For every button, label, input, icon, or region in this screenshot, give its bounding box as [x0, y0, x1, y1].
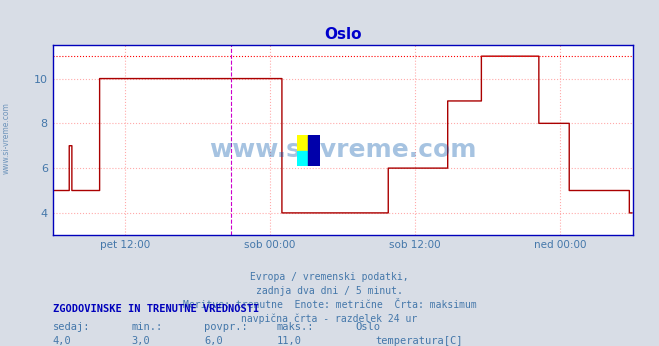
Text: www.si-vreme.com: www.si-vreme.com	[209, 138, 476, 162]
Polygon shape	[308, 135, 320, 166]
Text: 4,0: 4,0	[53, 336, 71, 346]
Text: maks.:: maks.:	[277, 322, 314, 332]
Text: povpr.:: povpr.:	[204, 322, 248, 332]
Text: temperatura[C]: temperatura[C]	[376, 336, 463, 346]
Bar	[297, 151, 308, 166]
Text: min.:: min.:	[132, 322, 163, 332]
Text: 3,0: 3,0	[132, 336, 150, 346]
Text: Evropa / vremenski podatki,
zadnja dva dni / 5 minut.
Meritve: trenutne  Enote: : Evropa / vremenski podatki, zadnja dva d…	[183, 272, 476, 324]
Text: Oslo: Oslo	[356, 322, 381, 332]
Title: Oslo: Oslo	[324, 27, 361, 43]
Text: ZGODOVINSKE IN TRENUTNE VREDNOSTI: ZGODOVINSKE IN TRENUTNE VREDNOSTI	[53, 304, 259, 315]
Text: www.si-vreme.com: www.si-vreme.com	[2, 102, 11, 174]
Text: 6,0: 6,0	[204, 336, 223, 346]
Bar	[297, 135, 308, 151]
Text: sedaj:: sedaj:	[53, 322, 90, 332]
Text: 11,0: 11,0	[277, 336, 302, 346]
